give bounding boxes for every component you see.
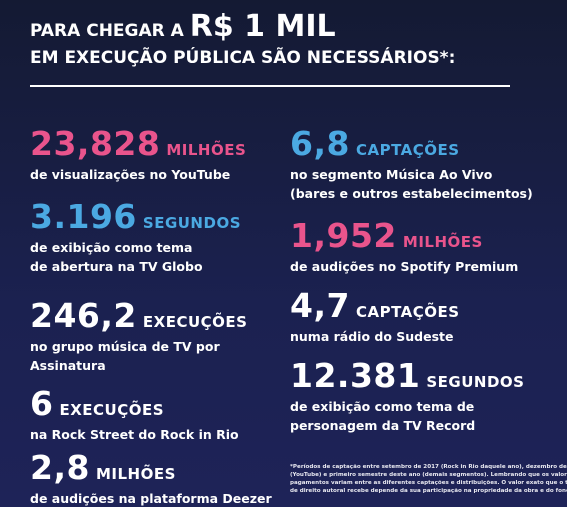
stat-description: no segmento Música Ao Vivo xyxy=(290,167,493,182)
stat-description: (bares e outros estabelecimentos) xyxy=(290,186,533,201)
stat-headline: 23,828 MILHÕES xyxy=(30,126,246,162)
stat-description: na Rock Street do Rock in Rio xyxy=(30,427,239,442)
stat-number: 12.381 xyxy=(290,356,421,395)
stat-description: de exibição como tema de xyxy=(290,399,475,414)
stat-description: de audições na plataforma Deezer xyxy=(30,491,272,506)
header-line: PARA CHEGAR A R$ 1 MIL xyxy=(30,12,336,44)
stat-number: 3.196 xyxy=(30,197,137,236)
stat-unit: MILHÕES xyxy=(95,465,176,483)
stat-headline: 246,2 EXECUÇÕES xyxy=(30,298,247,334)
stat-unit: CAPTAÇÕES xyxy=(355,141,460,159)
stat-description: de abertura na TV Globo xyxy=(30,259,203,274)
stat-description: numa rádio do Sudeste xyxy=(290,329,454,344)
header-lead: PARA CHEGAR A xyxy=(30,21,184,41)
stat-unit: SEGUNDOS xyxy=(426,373,525,391)
divider xyxy=(30,85,510,87)
stat-unit: SEGUNDOS xyxy=(142,214,241,232)
stat-headline: 6,8 CAPTAÇÕES xyxy=(290,126,460,162)
stat-description: de visualizações no YouTube xyxy=(30,167,231,182)
footnote-line: *Períodos de captação entre setembro de … xyxy=(290,464,567,470)
stat-description: no grupo música de TV por xyxy=(30,339,220,354)
stat-description: de exibição como tema xyxy=(30,240,193,255)
stat-description: personagem da TV Record xyxy=(290,418,476,433)
stat-headline: 12.381 SEGUNDOS xyxy=(290,358,524,394)
stat-number: 1,952 xyxy=(290,216,397,255)
stat-description: Assinatura xyxy=(30,358,106,373)
footnote-line: de direito autoral recebe depende da sua… xyxy=(290,488,567,494)
stat-number: 23,828 xyxy=(30,124,161,163)
stat-unit: CAPTAÇÕES xyxy=(355,303,460,321)
stat-headline: 4,7 CAPTAÇÕES xyxy=(290,288,460,324)
stat-number: 2,8 xyxy=(30,448,90,487)
stat-headline: 2,8 MILHÕES xyxy=(30,450,176,486)
stat-unit: EXECUÇÕES xyxy=(59,401,165,419)
stat-number: 6 xyxy=(30,384,54,423)
stat-unit: MILHÕES xyxy=(166,141,247,159)
stat-headline: 3.196 SEGUNDOS xyxy=(30,199,241,235)
stat-number: 4,7 xyxy=(290,286,350,325)
stat-unit: MILHÕES xyxy=(402,233,483,251)
stat-unit: EXECUÇÕES xyxy=(142,313,248,331)
footnote-line: pagamentos variam entre as diferentes ca… xyxy=(290,480,567,486)
footnote-line: (YouTube) e primeiro semestre deste ano … xyxy=(290,472,567,478)
stat-number: 246,2 xyxy=(30,296,137,335)
stat-headline: 1,952 MILHÕES xyxy=(290,218,483,254)
stat-headline: 6 EXECUÇÕES xyxy=(30,386,164,422)
stat-number: 6,8 xyxy=(290,124,350,163)
header-amount: R$ 1 MIL xyxy=(189,9,336,44)
header-subtitle: EM EXECUÇÃO PÚBLICA SÃO NECESSÁRIOS*: xyxy=(30,48,456,68)
stat-description: de audições no Spotify Premium xyxy=(290,259,519,274)
